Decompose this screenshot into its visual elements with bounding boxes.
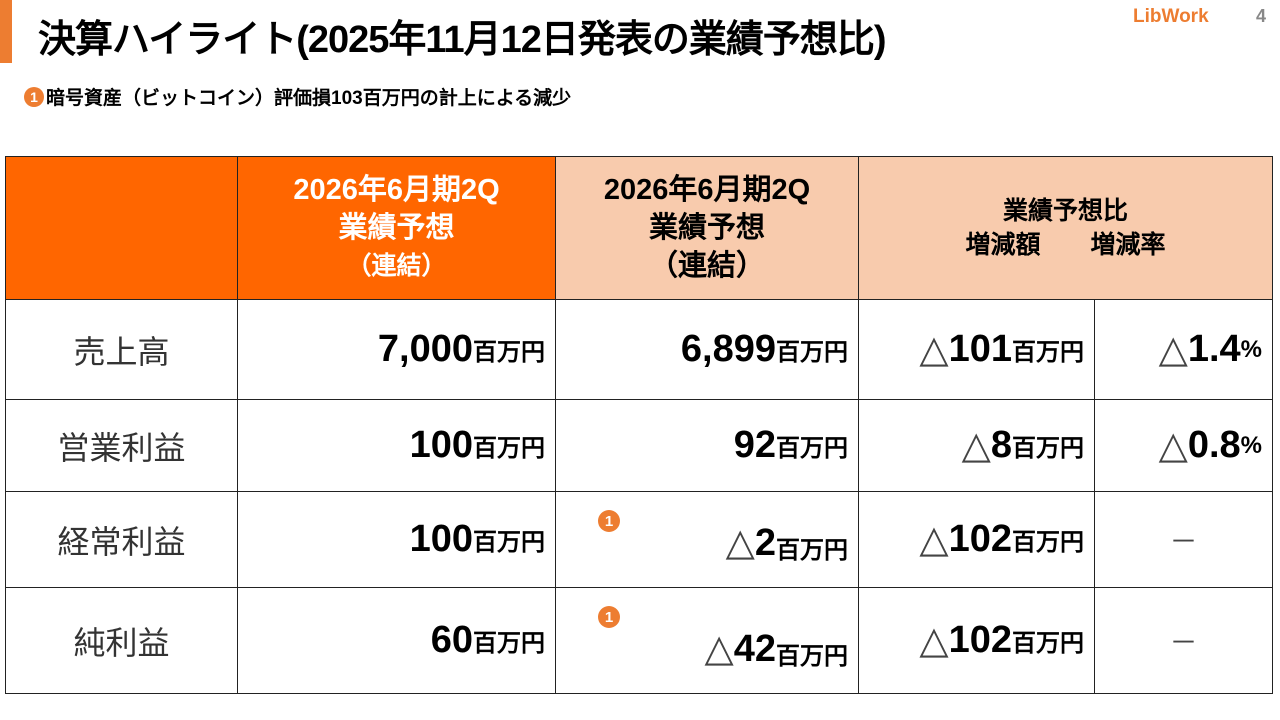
row-label-cell: 営業利益	[5, 399, 238, 492]
negative-triangle: △	[919, 519, 949, 561]
value-number: 2	[754, 522, 776, 564]
difference-cell: △ 102 百万円	[858, 491, 1095, 588]
actual-cell: △ 2 百万円 1	[555, 491, 859, 588]
header-forecast-line: 業績予想	[338, 212, 455, 244]
header-result-line: 業績予想	[648, 212, 765, 244]
header-comparison: 業績予想比 増減額 増減率	[858, 156, 1273, 300]
actual-cell: 92 百万円	[555, 399, 859, 492]
rate-cell: －	[1094, 491, 1273, 588]
forecast-cell: 100 百万円	[237, 399, 556, 492]
header-comparison-sub: 増減額 増減率	[965, 231, 1166, 259]
rate-cell: △ 0.8%	[1094, 399, 1273, 492]
difference-cell: △ 8 百万円	[858, 399, 1095, 492]
value-unit: 百万円	[776, 537, 848, 564]
header-forecast-line: （連結）	[346, 252, 447, 280]
value-number: 102	[948, 619, 1012, 661]
row-label-cell: 売上高	[5, 299, 238, 400]
value-number: 0.8	[1187, 424, 1241, 466]
row-label-cell: 経常利益	[5, 491, 238, 588]
row-label-cell: 純利益	[5, 587, 238, 694]
forecast-cell: 60 百万円	[237, 587, 556, 694]
header-result-line: 2026年6月期2Q	[603, 174, 811, 206]
value-unit: 百万円	[473, 529, 545, 556]
value-unit: 百万円	[776, 643, 848, 670]
value-number: 102	[948, 518, 1012, 560]
value-unit: 百万円	[473, 339, 545, 366]
row-label: 経常利益	[57, 523, 186, 560]
negative-triangle: △	[1158, 425, 1188, 467]
value-number: 92	[733, 424, 776, 466]
header-result: 2026年6月期2Q 業績予想 （連結）	[555, 156, 859, 300]
value-number: 8	[990, 424, 1012, 466]
value-number: 42	[733, 628, 776, 670]
negative-triangle: △	[725, 522, 755, 564]
header-result-line: （連結）	[648, 250, 765, 282]
value-number: 6,899	[680, 328, 776, 370]
forecast-cell: 7,000 百万円	[237, 299, 556, 400]
row-label: 純利益	[73, 624, 170, 661]
header-forecast-line: 2026年6月期2Q	[293, 174, 500, 206]
number-one-icon: 1	[598, 606, 620, 628]
negative-triangle: △	[919, 329, 949, 371]
footnote-text: 暗号資産（ビットコイン）評価損103百万円の計上による減少	[46, 88, 572, 109]
row-label: 売上高	[73, 333, 170, 370]
value-unit: 百万円	[1012, 435, 1084, 462]
number-one-icon: 1	[24, 86, 44, 107]
value-unit: %	[1240, 431, 1262, 459]
value-number: 100	[409, 424, 473, 466]
rate-dash: －	[1169, 525, 1198, 557]
header-forecast: 2026年6月期2Q 業績予想 （連結）	[237, 156, 556, 300]
difference-cell: △ 102 百万円	[858, 587, 1095, 694]
libwork-logo: LibWork	[1133, 6, 1209, 27]
value-unit: 百万円	[776, 435, 848, 462]
value-unit: 百万円	[473, 435, 545, 462]
negative-triangle: △	[961, 425, 991, 467]
number-one-icon: 1	[598, 510, 620, 532]
value-unit: 百万円	[473, 630, 545, 657]
negative-triangle: △	[1158, 329, 1188, 371]
value-unit: %	[1240, 335, 1262, 363]
value-unit: 百万円	[1012, 529, 1084, 556]
negative-triangle: △	[704, 628, 734, 670]
title-accent-bar	[0, 0, 12, 63]
forecast-cell: 100 百万円	[237, 491, 556, 588]
rate-cell: －	[1094, 587, 1273, 694]
page-title: 決算ハイライト(2025年11月12日発表の業績予想比)	[38, 19, 887, 61]
value-number: 101	[948, 328, 1012, 370]
actual-cell: △ 42 百万円 1	[555, 587, 859, 694]
header-comparison-title: 業績予想比	[1002, 197, 1128, 225]
value-number: 100	[409, 518, 473, 560]
header-blank	[5, 156, 238, 300]
rate-cell: △ 1.4%	[1094, 299, 1273, 400]
value-unit: 百万円	[1012, 339, 1084, 366]
value-number: 7,000	[377, 328, 473, 370]
page-number: 4	[1256, 6, 1267, 26]
value-number: 60	[430, 619, 473, 661]
value-unit: 百万円	[776, 339, 848, 366]
row-label: 営業利益	[57, 429, 186, 466]
value-unit: 百万円	[1012, 630, 1084, 657]
value-number: 1.4	[1187, 328, 1241, 370]
difference-cell: △ 101 百万円	[858, 299, 1095, 400]
rate-dash: －	[1169, 626, 1198, 658]
actual-cell: 6,899 百万円	[555, 299, 859, 400]
negative-triangle: △	[919, 620, 949, 662]
footnote: 1 暗号資産（ビットコイン）評価損103百万円の計上による減少	[24, 83, 571, 110]
